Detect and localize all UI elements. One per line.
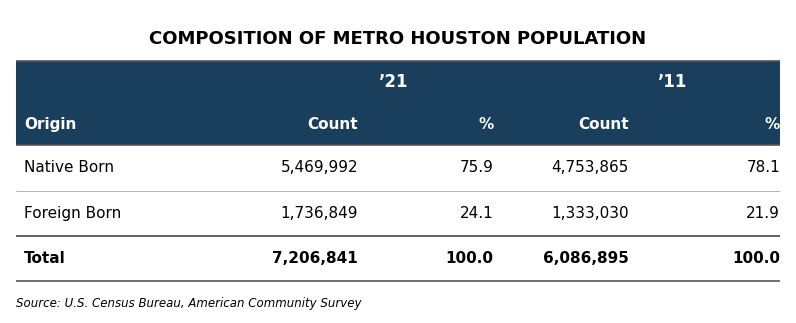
- Text: ’21: ’21: [379, 73, 409, 91]
- Text: Count: Count: [307, 117, 358, 132]
- Bar: [16, 61, 780, 145]
- Text: 1,333,030: 1,333,030: [551, 206, 629, 221]
- Text: 7,206,841: 7,206,841: [272, 251, 358, 266]
- Text: 75.9: 75.9: [459, 161, 494, 175]
- Text: Total: Total: [24, 251, 65, 266]
- Text: Foreign Born: Foreign Born: [24, 206, 121, 221]
- Text: 6,086,895: 6,086,895: [543, 251, 629, 266]
- Text: 21.9: 21.9: [746, 206, 780, 221]
- Text: Origin: Origin: [24, 117, 76, 132]
- Text: 78.1: 78.1: [747, 161, 780, 175]
- Text: ’11: ’11: [658, 73, 687, 91]
- Text: %: %: [765, 117, 780, 132]
- Text: 4,753,865: 4,753,865: [552, 161, 629, 175]
- Text: COMPOSITION OF METRO HOUSTON POPULATION: COMPOSITION OF METRO HOUSTON POPULATION: [150, 30, 646, 48]
- Text: 5,469,992: 5,469,992: [280, 161, 358, 175]
- Text: Source: U.S. Census Bureau, American Community Survey: Source: U.S. Census Bureau, American Com…: [16, 297, 361, 310]
- Text: Native Born: Native Born: [24, 161, 114, 175]
- Text: 100.0: 100.0: [732, 251, 780, 266]
- Text: 100.0: 100.0: [446, 251, 494, 266]
- Text: Count: Count: [578, 117, 629, 132]
- Text: %: %: [478, 117, 494, 132]
- Text: 1,736,849: 1,736,849: [281, 206, 358, 221]
- Text: 24.1: 24.1: [460, 206, 494, 221]
